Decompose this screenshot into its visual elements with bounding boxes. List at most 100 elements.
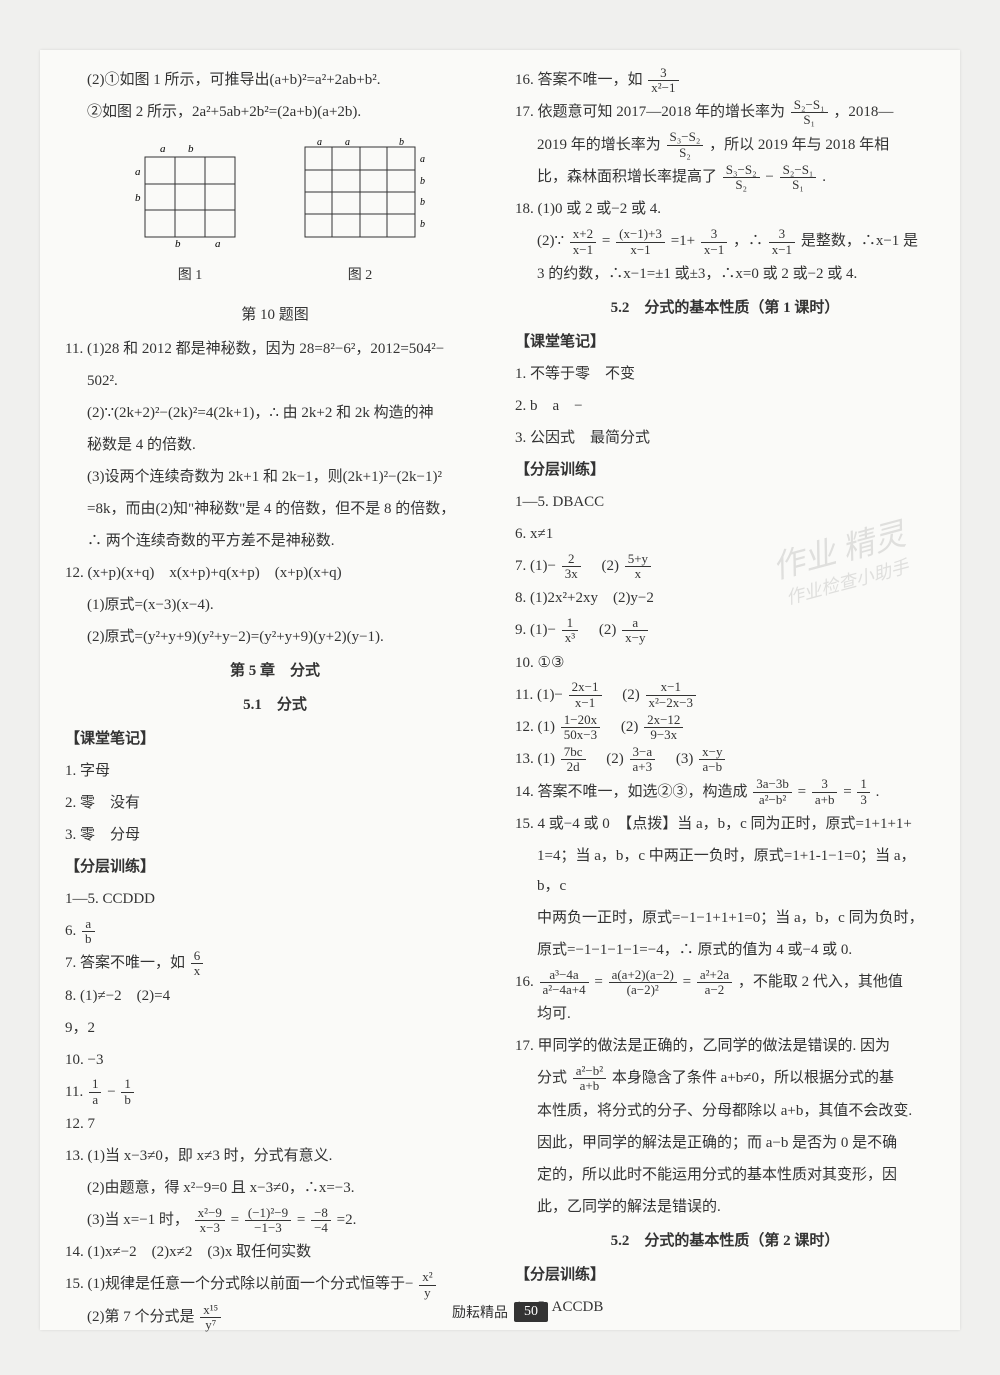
text-line: 1—5. DBACC (515, 487, 935, 517)
text-line: 1. 不等于零 不变 (515, 359, 935, 389)
practice-heading: 【分层训练】 (515, 1260, 935, 1290)
text-line: 6. x≠1 (515, 519, 935, 549)
label: 15. (1)规律是任意一个分式除以前面一个分式恒等于− (65, 1276, 413, 1292)
svg-text:a: a (420, 154, 425, 165)
label: 11. (1)− (515, 687, 563, 703)
minus: − (765, 169, 777, 185)
text-line: 均可. (515, 999, 935, 1029)
fraction: x−1x²−2x−3 (646, 680, 697, 710)
fraction: x¹⁵y⁷ (200, 1303, 221, 1333)
svg-text:a: a (135, 166, 141, 178)
text-line: 7. (1)− 23x (2) 5+yx (515, 551, 935, 581)
fraction: S₂−S₁S₁ (780, 163, 817, 193)
label: (2)第 7 个分式是 (87, 1309, 195, 1325)
text-line: =8k，而由(2)知"神秘数"是 4 的倍数，但不是 8 的倍数， (65, 494, 485, 524)
text-line: 3. 公因式 最简分式 (515, 423, 935, 453)
right-column: 16. 答案不唯一，如 3x²−1 17. 依题意可知 2017—2018 年的… (515, 65, 935, 1310)
text-line: 15. (1)规律是任意一个分式除以前面一个分式恒等于− x²y (65, 1269, 485, 1299)
text-line: 10. −3 (65, 1045, 485, 1075)
text-line: 此，乙同学的解法是错误的. (515, 1192, 935, 1222)
text-line: (1)原式=(x−3)(x−4). (65, 590, 485, 620)
fraction: 13 (857, 777, 870, 807)
equals: = (231, 1212, 243, 1228)
label: 12. (1) (515, 719, 555, 735)
text-line: (2)原式=(y²+y+9)(y²+y−2)=(y²+y+9)(y+2)(y−1… (65, 622, 485, 652)
text-line: ∴ 两个连续奇数的平方差不是神秘数. (65, 526, 485, 556)
text-line: (2)由题意，得 x²−9=0 且 x−3≠0，∴x=−3. (65, 1173, 485, 1203)
text-line: 秘数是 4 的倍数. (65, 430, 485, 460)
label: 9. (1)− (515, 622, 556, 638)
fraction: 1−20x50x−3 (561, 713, 600, 743)
fraction: S₃−S₂S₂ (723, 163, 760, 193)
text-line: (2)∵ x+2x−1 = (x−1)+3x−1 =1+ 3x−1 ，∴ 3x−… (515, 226, 935, 256)
label: 分式 (537, 1070, 567, 1086)
grid-figure-2: a a b a b b b (295, 137, 425, 247)
text-line: 10. ①③ (515, 648, 935, 678)
mid: (3) (661, 751, 694, 767)
section-title: 5.2 分式的基本性质（第 1 课时） (515, 293, 935, 323)
label: 16. 答案不唯一，如 (515, 72, 643, 88)
label: 比，森林面积增长率提高了 (537, 169, 721, 185)
text-line: 16. 答案不唯一，如 3x²−1 (515, 65, 935, 95)
text-line: 13. (1)当 x−3≠0，即 x≠3 时，分式有意义. (65, 1141, 485, 1171)
svg-text:b: b (420, 219, 425, 230)
end: ，不能取 2 代入，其他值 (738, 974, 903, 990)
label: 11. (65, 1084, 87, 1100)
equals: = (297, 1212, 309, 1228)
section-title: 5.2 分式的基本性质（第 2 课时） (515, 1226, 935, 1256)
text-line: 因此，甲同学的解法是正确的；而 a−b 是否为 0 是不确 (515, 1128, 935, 1158)
equals: = (683, 974, 695, 990)
left-column: (2)①如图 1 所示，可推导出(a+b)²=a²+2ab+b². ②如图 2 … (65, 65, 485, 1310)
text-line: 3 的约数，∴x−1=±1 或±3，∴x=0 或 2 或−2 或 4. (515, 259, 935, 289)
fraction: 2x−129−3x (644, 713, 683, 743)
fraction: 1x³ (562, 616, 578, 646)
fraction: x−ya−b (699, 745, 725, 775)
mid: (2) (586, 558, 619, 574)
fraction: (−1)²−9−1−3 (245, 1206, 291, 1236)
fraction: a²+2aa−2 (697, 968, 732, 998)
text-line: (2)①如图 1 所示，可推导出(a+b)²=a²+2ab+b². (65, 65, 485, 95)
text-line: 12. 7 (65, 1109, 485, 1139)
text-line: 分式 a²−b²a+b 本身隐含了条件 a+b≠0，所以根据分式的基 (515, 1063, 935, 1093)
end: . (876, 784, 880, 800)
minus: − (107, 1084, 119, 1100)
end: =2. (337, 1212, 357, 1228)
fraction: x+2x−1 (570, 227, 596, 257)
fraction: 6x (191, 949, 204, 979)
fraction: 1b (121, 1077, 134, 1107)
svg-text:b: b (135, 192, 141, 204)
text-line: (3)设两个连续奇数为 2k+1 和 2k−1，则(2k+1)²−(2k−1)² (65, 462, 485, 492)
text-line: 16. a³−4aa²−4a+4 = a(a+2)(a−2)(a−2)² = a… (515, 967, 935, 997)
svg-text:b: b (175, 238, 181, 247)
columns: (2)①如图 1 所示，可推导出(a+b)²=a²+2ab+b². ②如图 2 … (65, 65, 935, 1310)
equals: =1+ (671, 233, 699, 249)
text-line: 2. 零 没有 (65, 788, 485, 818)
page-number: 50 (514, 1302, 548, 1322)
text-line: 3. 零 分母 (65, 820, 485, 850)
end: ，所以 2019 年与 2018 年相 (709, 137, 889, 153)
equals: = (602, 233, 614, 249)
label: 6. (65, 923, 80, 939)
end: ，2018— (833, 104, 893, 120)
practice-heading: 【分层训练】 (515, 455, 935, 485)
diagrams: a b a b b a 图 1 (65, 137, 485, 290)
svg-text:b: b (420, 197, 425, 208)
mid: (2) (591, 751, 624, 767)
notes-heading: 【课堂笔记】 (515, 327, 935, 357)
svg-text:a: a (317, 137, 322, 148)
fraction: 3x²−1 (648, 66, 678, 96)
text-line: 11. 1a − 1b (65, 1077, 485, 1107)
text-line: 7. 答案不唯一，如 6x (65, 948, 485, 978)
footer-brand: 励耘精品 (452, 1302, 508, 1322)
chapter-title: 第 5 章 分式 (65, 656, 485, 686)
fraction: −8−4 (311, 1206, 331, 1236)
fraction: S₃−S₂S₂ (667, 130, 704, 160)
svg-text:b: b (420, 176, 425, 187)
text-line: 15. 4 或−4 或 0 【点拨】当 a，b，c 同为正时，原式=1+1+1+ (515, 809, 935, 839)
fraction: 3a−3ba²−b² (753, 777, 792, 807)
text-line: 14. 答案不唯一，如选②③，构造成 3a−3ba²−b² = 3a+b = 1… (515, 777, 935, 807)
fraction: (x−1)+3x−1 (616, 227, 665, 257)
fraction: ax−y (622, 616, 648, 646)
svg-text:b: b (399, 137, 404, 148)
figure-2: a a b a b b b 图 2 (295, 137, 425, 290)
